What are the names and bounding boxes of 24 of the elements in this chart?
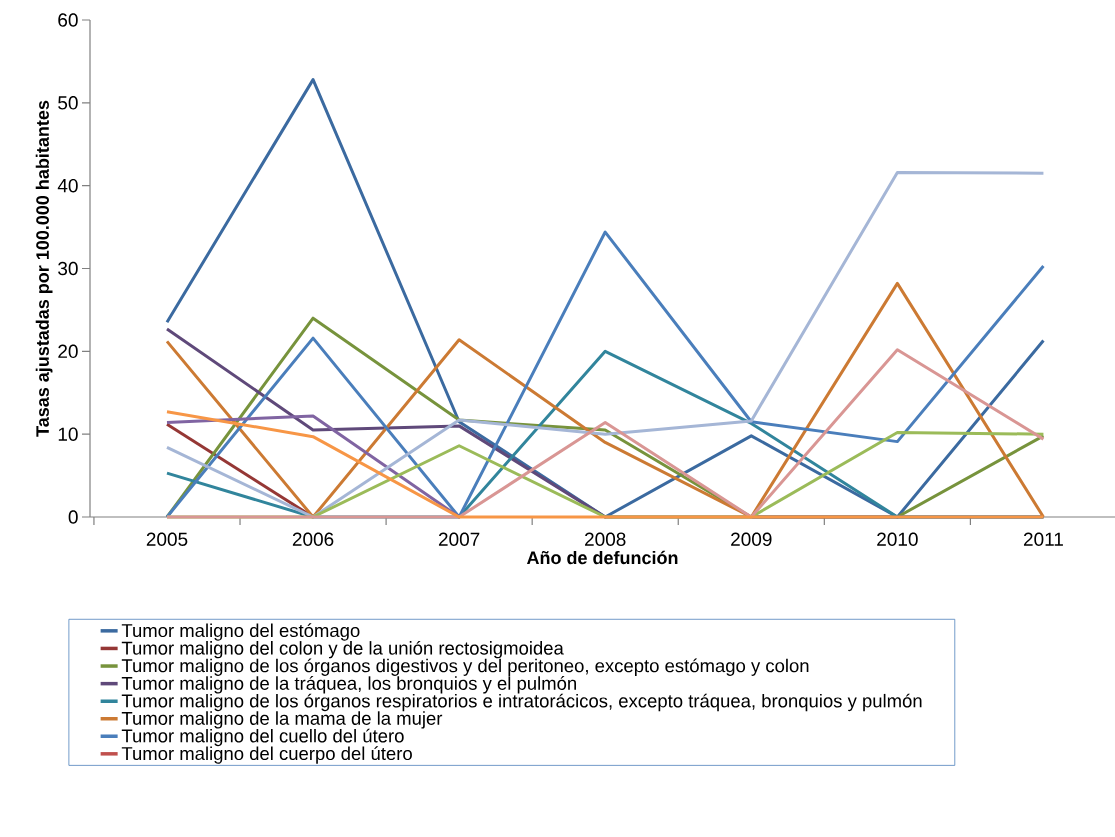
y-axis-title: Tasas ajustadas por 100.000 habitantes xyxy=(35,100,53,437)
legend-label: Tumor maligno de la mama de la mujer xyxy=(121,711,443,729)
legend-label: Tumor maligno del cuerpo del útero xyxy=(121,746,412,764)
legend-label: Tumor maligno del estómago xyxy=(121,623,360,641)
x-tick-label: 2008 xyxy=(585,532,626,546)
legend-label: Tumor maligno del colon y de la unión rectosigmoidea xyxy=(121,640,564,659)
y-tick-label: 60 xyxy=(58,13,78,27)
x-tick-label: 2009 xyxy=(731,532,772,546)
x-tick-label: 2005 xyxy=(146,532,188,546)
y-tick-label: 30 xyxy=(58,261,78,276)
x-tick-label: 2010 xyxy=(877,532,918,546)
y-tick-label: 50 xyxy=(58,96,78,110)
x-tick-label: 2006 xyxy=(292,532,334,546)
y-tick-label: 20 xyxy=(58,344,78,359)
legend-label: Tumor maligno de los órganos respiratorios e intratorácicos, excepto tráquea, bronquios y pulmón xyxy=(121,693,922,712)
x-tick-label: 2011 xyxy=(1023,532,1063,546)
x-tick-label: 2007 xyxy=(438,532,480,546)
y-tick-label: 40 xyxy=(57,178,78,193)
y-tick-label: 0 xyxy=(68,510,78,524)
legend-label: Tumor maligno del cuello del útero xyxy=(121,728,404,747)
x-axis-title: Año de defunción xyxy=(526,550,678,565)
legend-label: Tumor maligno de la tráquea, los bronquios y el pulmón xyxy=(121,676,576,694)
legend-label: Tumor maligno de los órganos digestivos y del peritoneo, excepto estómago y colon xyxy=(121,658,809,676)
y-tick-label: 10 xyxy=(58,427,78,441)
